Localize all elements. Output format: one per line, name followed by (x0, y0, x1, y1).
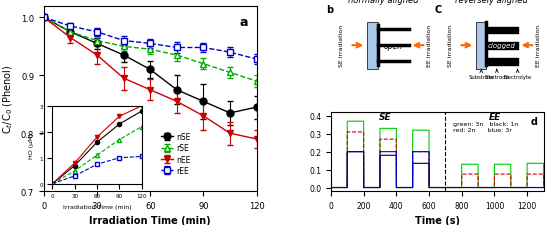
Text: EE: EE (488, 112, 501, 121)
Text: b: b (326, 5, 333, 15)
Text: C: C (435, 5, 442, 15)
Text: open: open (384, 42, 403, 50)
Text: EE irradiation: EE irradiation (427, 25, 432, 67)
Text: EE irradiation: EE irradiation (536, 25, 541, 67)
Text: Electrode: Electrode (484, 75, 509, 80)
Text: green: 3n   black: 1n
red: 2n      blue: 3r: green: 3n black: 1n red: 2n blue: 3r (453, 122, 518, 133)
Bar (367, 22, 378, 70)
Text: reversely aligned: reversely aligned (455, 0, 528, 5)
Text: d: d (530, 117, 537, 127)
X-axis label: Irradiation Time (min): Irradiation Time (min) (89, 215, 211, 225)
Text: Substrate: Substrate (468, 75, 494, 80)
Y-axis label: C$_t$/C$_0$ (Phenol): C$_t$/C$_0$ (Phenol) (2, 64, 15, 134)
Legend: nSE, rSE, nEE, rEE: nSE, rSE, nEE, rEE (158, 129, 194, 178)
Bar (476, 22, 486, 70)
Text: normally aligned: normally aligned (348, 0, 418, 5)
Text: Electrolyte: Electrolyte (503, 75, 532, 80)
Text: SE irradiation: SE irradiation (339, 25, 344, 67)
Text: SE irradiation: SE irradiation (447, 25, 453, 67)
Text: clogged: clogged (488, 43, 516, 49)
X-axis label: Time (s): Time (s) (414, 215, 460, 225)
Text: a: a (239, 16, 248, 29)
Text: SE: SE (379, 112, 391, 121)
